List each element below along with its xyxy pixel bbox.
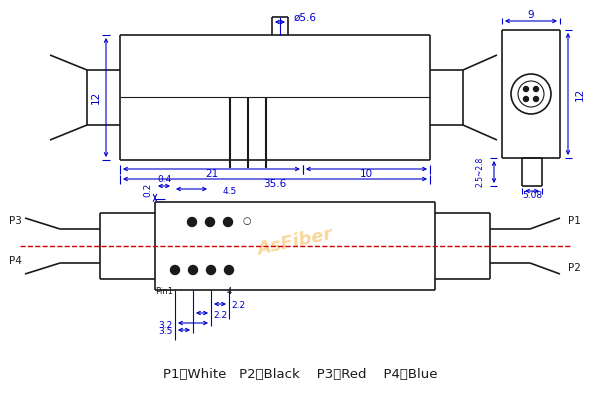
Circle shape [188,265,197,275]
Text: 35.6: 35.6 [263,179,287,189]
Text: 2.2: 2.2 [213,310,227,320]
Text: AsFiber: AsFiber [256,225,335,259]
Text: Pin1: Pin1 [155,288,173,297]
Text: 2.5~2.8: 2.5~2.8 [476,157,485,187]
Text: 0.2: 0.2 [143,183,152,197]
Circle shape [523,96,529,102]
Text: P3: P3 [9,216,22,226]
Text: ○: ○ [243,216,251,226]
Circle shape [205,218,215,226]
Text: 12: 12 [575,87,585,101]
Text: 4.5: 4.5 [223,188,237,196]
Text: 10: 10 [360,169,373,179]
Circle shape [187,218,197,226]
Text: 0.4: 0.4 [157,175,171,184]
Text: ø5.6: ø5.6 [293,13,317,23]
Circle shape [170,265,179,275]
Circle shape [206,265,215,275]
Circle shape [223,218,233,226]
Circle shape [224,265,233,275]
Text: 12: 12 [91,91,101,104]
Text: 3.5: 3.5 [158,327,173,337]
Circle shape [523,87,529,92]
Text: 9: 9 [527,10,535,20]
Circle shape [533,87,539,92]
Text: 5.08: 5.08 [522,192,542,201]
Circle shape [533,96,539,102]
Text: P4: P4 [9,256,22,266]
Text: P1：White   P2：Black    P3：Red    P4：Blue: P1：White P2：Black P3：Red P4：Blue [163,369,437,382]
Text: P2: P2 [568,263,581,273]
Text: 21: 21 [205,169,218,179]
Text: 3.2: 3.2 [159,320,173,329]
Text: 2.2: 2.2 [231,301,245,310]
Text: P1: P1 [568,216,581,226]
Text: 4: 4 [226,288,232,297]
